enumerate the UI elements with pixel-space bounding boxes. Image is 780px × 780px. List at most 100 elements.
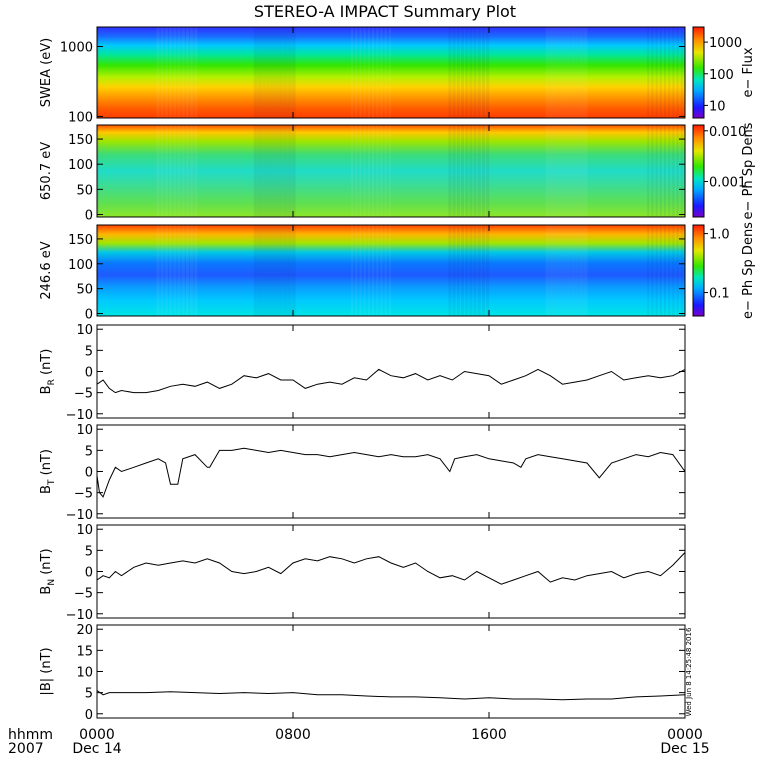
panel-frame-2 xyxy=(96,224,686,317)
heatmap-streak xyxy=(482,125,485,217)
heatmap-streak xyxy=(545,225,550,316)
heatmap-streak xyxy=(253,225,258,316)
colorbar-2 xyxy=(692,224,705,317)
y-tick-label: 0 xyxy=(85,208,93,223)
y-tick-label: 0 xyxy=(85,566,93,581)
heatmap-streak xyxy=(545,125,550,217)
y-tick-label: 20 xyxy=(76,623,93,638)
heatmap-streak xyxy=(266,225,271,316)
heatmap-streak xyxy=(448,125,452,217)
heatmap-streak xyxy=(583,225,588,316)
heatmap-streak xyxy=(376,125,379,217)
colorbar-tick-label: 10 xyxy=(709,99,726,114)
colorbar-label: e− Flux xyxy=(741,47,756,97)
heatmap-streak xyxy=(579,225,584,316)
colorbar-tick-label: 1.0 xyxy=(709,228,730,243)
y-tick-label: 15 xyxy=(76,644,93,659)
heatmap-streak xyxy=(173,125,177,217)
heatmap-streak xyxy=(376,27,379,118)
heatmap-streak xyxy=(554,125,559,217)
y-axis-label-4: BT (nT) xyxy=(39,449,57,494)
heatmap-streak xyxy=(469,27,473,118)
heatmap-streak xyxy=(262,27,267,118)
colorbar-tick-label: 0.010 xyxy=(709,125,746,140)
heatmap-streak xyxy=(359,125,362,217)
heatmap-streak xyxy=(558,225,563,316)
heatmap-streak xyxy=(355,125,358,217)
y-tick-label: 0 xyxy=(85,366,93,381)
heatmap-streak xyxy=(477,125,481,217)
heatmap-streak xyxy=(190,225,194,316)
heatmap-streak xyxy=(461,27,464,118)
heatmap-streak xyxy=(253,27,258,118)
heatmap-streak xyxy=(279,27,283,118)
heatmap-streak xyxy=(355,225,358,316)
y-tick-label: 100 xyxy=(68,158,93,173)
heatmap-streak xyxy=(659,27,662,118)
heatmap-streak xyxy=(456,27,460,118)
heatmap-streak xyxy=(566,225,571,316)
heatmap-streak xyxy=(380,125,383,217)
heatmap-streak xyxy=(486,225,490,316)
heatmap-streak xyxy=(566,27,571,118)
heatmap-streak xyxy=(164,225,168,316)
y-tick-label: 10 xyxy=(76,666,93,681)
y-tick-label: −5 xyxy=(74,487,93,502)
heatmap-streak xyxy=(570,125,575,217)
heatmap-streak xyxy=(194,225,198,316)
colorbar-tick-label: 0.1 xyxy=(709,287,730,302)
heatmap-streak xyxy=(549,27,554,118)
heatmap-streak xyxy=(190,125,194,217)
heatmap-streak xyxy=(647,225,650,316)
heatmap-streak xyxy=(477,27,481,118)
heatmap-streak xyxy=(363,27,366,118)
panel-frame-6 xyxy=(96,624,686,719)
heatmap-streak xyxy=(482,27,485,118)
heatmap-streak xyxy=(185,27,189,118)
heatmap-streak xyxy=(97,27,99,118)
y-tick-label: 5 xyxy=(85,687,93,702)
heatmap-streak xyxy=(194,125,198,217)
panel-frame-1 xyxy=(96,124,686,218)
heatmap-streak xyxy=(173,225,177,316)
heatmap-streak xyxy=(680,225,683,316)
heatmap-streak xyxy=(659,125,662,217)
heatmap-streak xyxy=(647,27,650,118)
heatmap-streak xyxy=(372,225,375,316)
y-tick-label: 10 xyxy=(76,323,93,338)
heatmap-streak xyxy=(664,27,666,118)
y-tick-label: 5 xyxy=(85,544,93,559)
heatmap-streak xyxy=(270,27,275,118)
heatmap-streak xyxy=(279,125,283,217)
heatmap-streak xyxy=(274,125,279,217)
heatmap-streak xyxy=(351,125,354,217)
panel-frame-5 xyxy=(96,524,686,619)
heatmap-streak xyxy=(380,225,383,316)
heatmap-streak xyxy=(160,27,164,118)
heatmap-streak xyxy=(185,225,189,316)
y-tick-label: 5 xyxy=(85,344,93,359)
heatmap-streak xyxy=(583,125,588,217)
y-tick-label: −10 xyxy=(66,608,93,623)
heatmap-streak xyxy=(659,225,662,316)
y-tick-label: −10 xyxy=(66,408,93,423)
heatmap-streak xyxy=(274,27,279,118)
heatmap-panel-2 xyxy=(97,225,685,316)
heatmap-streak xyxy=(448,225,452,316)
heatmap-streak xyxy=(676,27,679,118)
heatmap-streak xyxy=(680,27,683,118)
heatmap-streak xyxy=(384,27,387,118)
heatmap-streak xyxy=(566,125,571,217)
heatmap-streak xyxy=(384,225,387,316)
heatmap-streak xyxy=(388,225,391,316)
heatmap-streak xyxy=(363,125,366,217)
heatmap-streak xyxy=(169,225,173,316)
colorbar-1 xyxy=(692,124,705,218)
heatmap-panel-1 xyxy=(97,125,685,217)
heatmap-streak xyxy=(367,225,370,316)
heatmap-streak xyxy=(270,125,275,217)
heatmap-streak xyxy=(173,27,177,118)
heatmap-streak xyxy=(169,27,173,118)
heatmap-streak xyxy=(651,125,654,217)
heatmap-streak xyxy=(291,225,296,316)
